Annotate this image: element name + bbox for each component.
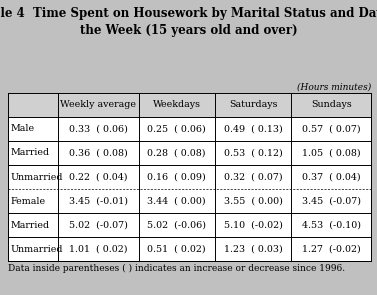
Text: 5.10  (-0.02): 5.10 (-0.02) (224, 221, 282, 230)
Text: Unmarried: Unmarried (11, 245, 63, 254)
Text: 0.25  ( 0.06): 0.25 ( 0.06) (147, 124, 206, 133)
Text: Unmarried: Unmarried (11, 173, 63, 181)
Text: 0.53  ( 0.12): 0.53 ( 0.12) (224, 148, 282, 158)
Text: 0.36  ( 0.08): 0.36 ( 0.08) (69, 148, 128, 158)
Bar (8, 93, 371, 117)
Text: 0.32  ( 0.07): 0.32 ( 0.07) (224, 173, 282, 181)
Text: 0.51  ( 0.02): 0.51 ( 0.02) (147, 245, 206, 254)
Bar (8, 93, 371, 261)
Text: 0.22  ( 0.04): 0.22 ( 0.04) (69, 173, 128, 181)
Text: 3.45  (-0.01): 3.45 (-0.01) (69, 196, 128, 206)
Text: 1.05  ( 0.08): 1.05 ( 0.08) (302, 148, 360, 158)
Text: Male: Male (11, 124, 35, 133)
Text: (Hours minutes): (Hours minutes) (297, 82, 371, 91)
Text: Married: Married (11, 221, 50, 230)
Text: Sundays: Sundays (311, 100, 352, 109)
Text: 0.28  ( 0.08): 0.28 ( 0.08) (147, 148, 206, 158)
Text: 0.37  ( 0.04): 0.37 ( 0.04) (302, 173, 360, 181)
Text: Weekdays: Weekdays (153, 100, 201, 109)
Text: Data inside parentheses ( ) indicates an increase or decrease since 1996.: Data inside parentheses ( ) indicates an… (8, 264, 345, 273)
Text: 0.49  ( 0.13): 0.49 ( 0.13) (224, 124, 282, 133)
Text: 4.53  (-0.10): 4.53 (-0.10) (302, 221, 361, 230)
Text: 5.02  (-0.07): 5.02 (-0.07) (69, 221, 128, 230)
Text: 3.44  ( 0.00): 3.44 ( 0.00) (147, 196, 206, 206)
Text: 3.45  (-0.07): 3.45 (-0.07) (302, 196, 361, 206)
Text: 5.02  (-0.06): 5.02 (-0.06) (147, 221, 206, 230)
Text: Table 4  Time Spent on Housework by Marital Status and Day of
the Week (15 years: Table 4 Time Spent on Housework by Marit… (0, 7, 377, 37)
Text: 1.27  (-0.02): 1.27 (-0.02) (302, 245, 361, 254)
Text: 3.55  ( 0.00): 3.55 ( 0.00) (224, 196, 282, 206)
Text: Weekly average: Weekly average (60, 100, 136, 109)
Text: Saturdays: Saturdays (229, 100, 277, 109)
Text: 0.57  ( 0.07): 0.57 ( 0.07) (302, 124, 360, 133)
Text: Married: Married (11, 148, 50, 158)
Text: 0.33  ( 0.06): 0.33 ( 0.06) (69, 124, 128, 133)
Text: 1.01  ( 0.02): 1.01 ( 0.02) (69, 245, 128, 254)
Text: 1.23  ( 0.03): 1.23 ( 0.03) (224, 245, 282, 254)
Text: 0.16  ( 0.09): 0.16 ( 0.09) (147, 173, 206, 181)
Text: Female: Female (11, 196, 46, 206)
